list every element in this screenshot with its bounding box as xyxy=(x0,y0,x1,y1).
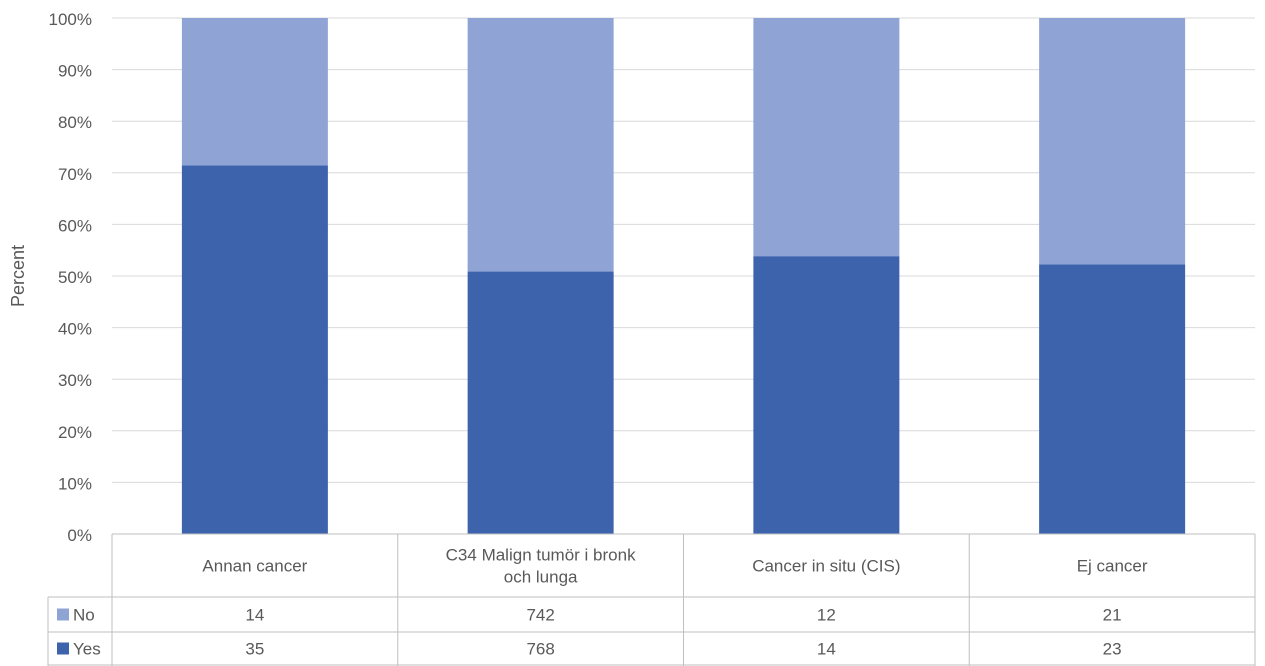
bar-segment-yes xyxy=(467,271,614,534)
bar-segment-yes xyxy=(1039,264,1186,534)
data-label: 12 xyxy=(817,606,836,625)
legend-label-yes: Yes xyxy=(73,640,101,659)
y-tick-label: 90% xyxy=(58,62,92,81)
y-tick-label: 30% xyxy=(58,371,92,390)
bar-segment-yes xyxy=(181,165,328,534)
y-tick-label: 80% xyxy=(58,113,92,132)
y-tick-label: 10% xyxy=(58,474,92,493)
y-axis-title: Percent xyxy=(8,245,28,307)
category-label: C34 Malign tumör i bronk xyxy=(446,546,636,565)
bar-segment-no xyxy=(753,18,900,257)
data-label: 742 xyxy=(526,606,554,625)
bar-segment-yes xyxy=(753,256,900,534)
data-label: 14 xyxy=(817,640,836,659)
legend-key-yes xyxy=(57,642,69,655)
category-label: Cancer in situ (CIS) xyxy=(752,557,900,576)
category-label: Ej cancer xyxy=(1077,557,1148,576)
data-label: 35 xyxy=(245,640,264,659)
data-label: 14 xyxy=(245,606,264,625)
y-tick-label: 70% xyxy=(58,165,92,184)
y-tick-label: 50% xyxy=(58,268,92,287)
y-tick-label: 60% xyxy=(58,216,92,235)
y-tick-label: 40% xyxy=(58,320,92,339)
y-tick-label: 100% xyxy=(49,10,92,29)
category-label: och lunga xyxy=(504,568,578,587)
y-tick-label: 0% xyxy=(67,526,92,545)
legend-label-no: No xyxy=(73,606,95,625)
bar-segment-no xyxy=(467,18,614,272)
legend-key-no xyxy=(57,608,69,621)
data-label: 768 xyxy=(526,640,554,659)
category-label: Annan cancer xyxy=(202,557,307,576)
bar-segment-no xyxy=(1039,18,1186,265)
y-tick-label: 20% xyxy=(58,423,92,442)
data-label: 23 xyxy=(1103,640,1122,659)
data-label: 21 xyxy=(1103,606,1122,625)
bar-segment-no xyxy=(181,18,328,166)
